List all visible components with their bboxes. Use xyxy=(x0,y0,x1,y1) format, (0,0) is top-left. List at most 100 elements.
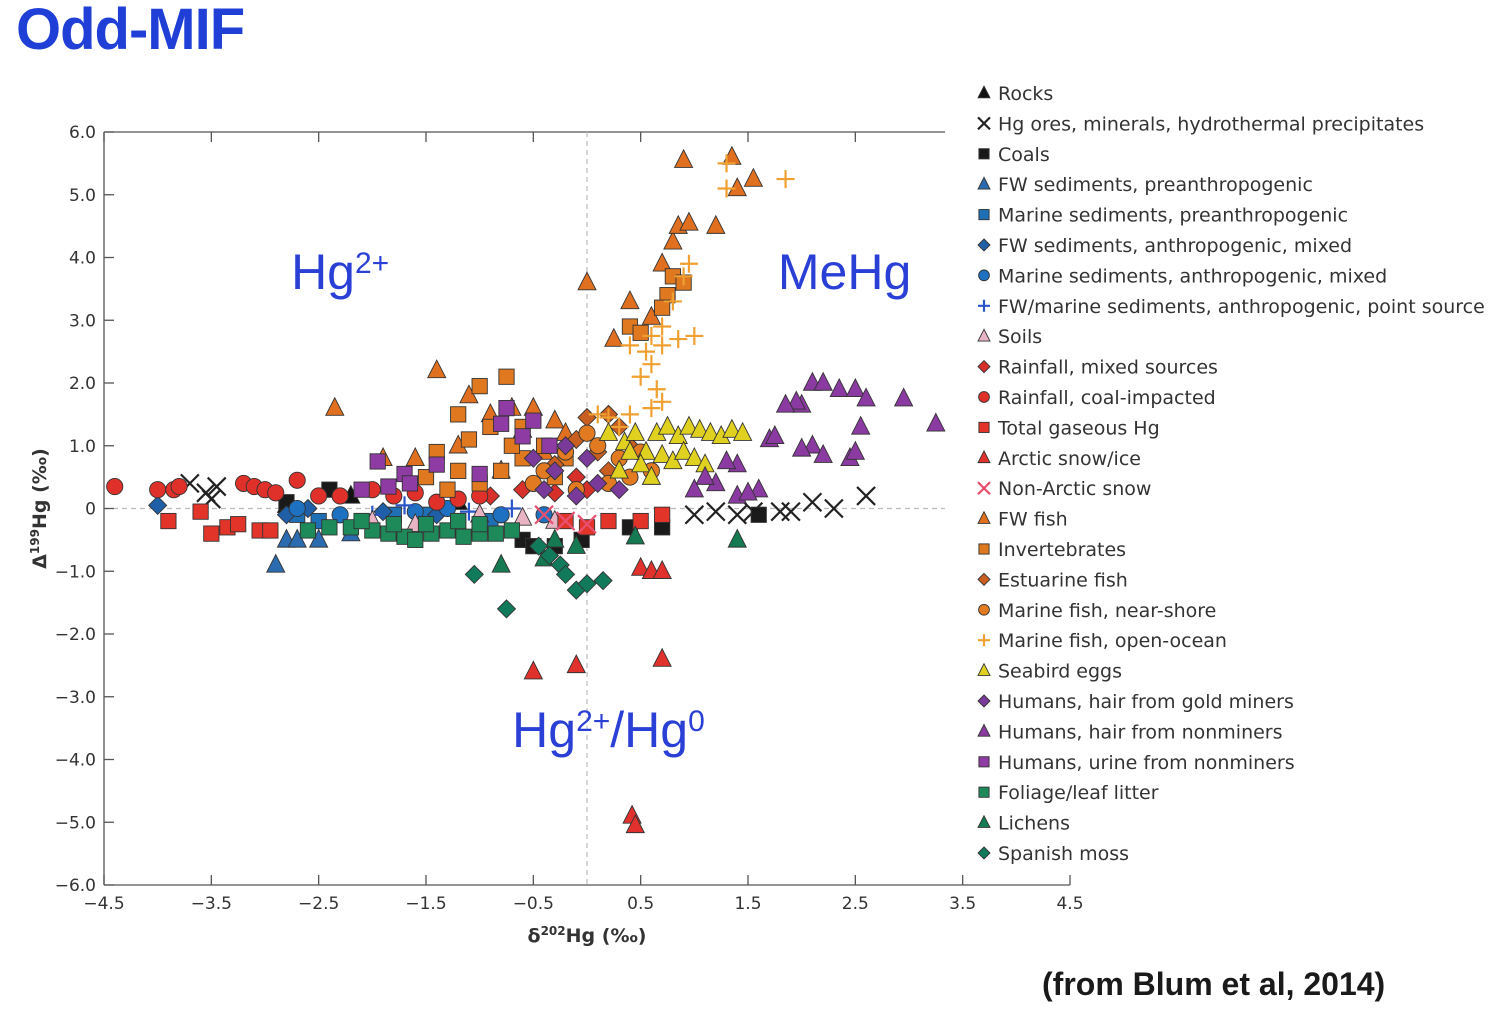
data-point xyxy=(577,448,597,468)
legend-item: FW sediments, preanthropogenic xyxy=(977,174,1313,196)
legend-marker xyxy=(978,603,990,616)
data-point xyxy=(380,478,397,495)
data-point xyxy=(353,512,370,530)
data-point xyxy=(620,440,640,460)
data-point xyxy=(625,421,646,441)
data-point xyxy=(700,421,721,441)
data-point xyxy=(642,399,661,418)
data-point xyxy=(679,254,698,273)
annotation-sup2: 0 xyxy=(688,704,705,737)
x-axis-ticks: −4.5 −3.5 −2.5 −1.5 −0.5 0.5 1.5 2.5 3.5 4.5 xyxy=(83,132,1084,914)
legend-label: Humans, hair from gold miners xyxy=(998,691,1294,713)
region-annotation: Hg2+/Hg0 xyxy=(512,702,705,758)
data-point xyxy=(743,167,764,187)
legend-marker xyxy=(978,209,990,221)
data-point xyxy=(632,324,649,341)
citation: (from Blum et al, 2014) xyxy=(1042,966,1386,1002)
data-point xyxy=(717,154,736,173)
legend-label: Seabird eggs xyxy=(998,661,1122,683)
legend-marker xyxy=(977,176,991,190)
data-point xyxy=(160,512,177,530)
data-point xyxy=(802,434,823,454)
data-point xyxy=(609,480,629,500)
data-point xyxy=(856,486,876,506)
data-point xyxy=(471,516,488,533)
data-point xyxy=(288,471,306,489)
data-point xyxy=(598,421,619,441)
data-point xyxy=(620,290,640,310)
data-point xyxy=(450,406,467,423)
data-point xyxy=(653,392,672,411)
data-point xyxy=(654,299,671,316)
data-point xyxy=(401,475,419,492)
legend-marker xyxy=(978,269,990,282)
data-point xyxy=(310,487,328,505)
data-point xyxy=(636,440,656,460)
data-point xyxy=(498,368,515,385)
y-tick-label: −2.0 xyxy=(55,625,96,645)
legend-item: Marine fish, near-shore xyxy=(978,600,1216,622)
data-point xyxy=(555,564,576,585)
data-point xyxy=(750,506,767,523)
y-tick-label: −4.0 xyxy=(55,751,96,771)
legend-marker xyxy=(978,148,990,160)
data-point xyxy=(464,564,484,585)
legend-item: Rainfall, mixed sources xyxy=(977,357,1218,379)
legend-label: FW sediments, preanthropogenic xyxy=(998,174,1313,196)
data-point xyxy=(534,480,554,500)
series-18 xyxy=(588,154,795,436)
data-point xyxy=(566,534,587,554)
data-point xyxy=(695,465,715,485)
legend-item: Rocks xyxy=(977,83,1053,105)
series-12 xyxy=(523,556,672,834)
series-20 xyxy=(523,436,629,506)
legend-label: Soils xyxy=(998,326,1042,348)
legend-label: Rainfall, coal-impacted xyxy=(998,387,1216,409)
data-point xyxy=(926,412,946,432)
legend-label: FW/marine sediments, anthropogenic, poin… xyxy=(998,296,1485,318)
legend-marker xyxy=(977,481,991,495)
data-point xyxy=(856,387,876,407)
data-point xyxy=(385,516,402,533)
data-point xyxy=(203,525,220,542)
x-axis-label: δ202Hg (‰) xyxy=(528,924,647,947)
data-point xyxy=(503,522,520,539)
legend-marker xyxy=(977,85,991,99)
data-point xyxy=(845,440,866,460)
data-point xyxy=(459,502,478,521)
data-point xyxy=(426,359,447,379)
data-point xyxy=(593,571,613,591)
data-point xyxy=(577,407,597,428)
data-point xyxy=(502,499,521,518)
data-point xyxy=(439,481,456,498)
data-point xyxy=(566,654,587,674)
data-point xyxy=(600,512,617,530)
legend-item: Humans, hair from nonminers xyxy=(977,721,1283,743)
legend-item: Invertebrates xyxy=(978,539,1126,561)
legend-marker xyxy=(977,449,991,464)
legend-item: Marine sediments, preanthropogenic xyxy=(978,205,1348,227)
x-tick-label: −1.5 xyxy=(405,894,446,914)
legend-marker xyxy=(977,662,991,676)
x-axis-label-rest: Hg (‰) xyxy=(566,925,647,947)
data-point xyxy=(578,424,596,442)
data-point xyxy=(625,525,646,545)
legend-label: Marine fish, near-shore xyxy=(998,600,1216,622)
legend-marker xyxy=(977,846,991,860)
y-tick-label: 4.0 xyxy=(69,249,96,269)
data-point xyxy=(652,443,672,463)
data-point xyxy=(417,516,435,533)
data-point xyxy=(679,415,699,435)
legend-item: Rainfall, coal-impacted xyxy=(978,387,1216,409)
y-axis-label-rest: Hg (‰) xyxy=(29,448,51,529)
data-point xyxy=(674,267,693,286)
data-point xyxy=(206,476,227,497)
data-point xyxy=(722,418,742,438)
legend-label: Rainfall, mixed sources xyxy=(998,357,1218,379)
legend-label: Arctic snow/ice xyxy=(998,448,1141,470)
legend-item: Humans, hair from gold miners xyxy=(977,691,1294,713)
data-point xyxy=(325,396,345,416)
data-point xyxy=(450,462,467,479)
data-point xyxy=(679,211,699,231)
data-point xyxy=(450,512,467,530)
